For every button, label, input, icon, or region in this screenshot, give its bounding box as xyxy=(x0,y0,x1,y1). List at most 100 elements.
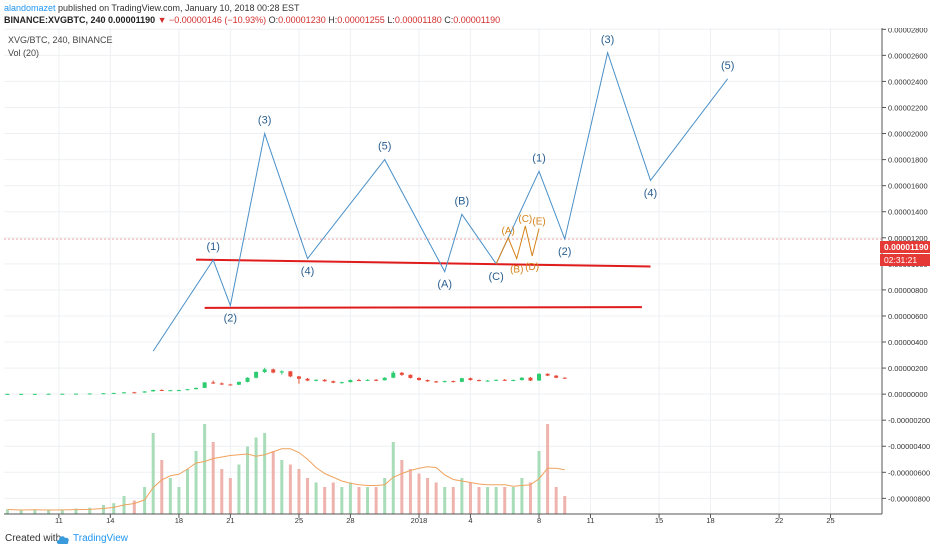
volume-bar xyxy=(314,482,318,514)
open-label: O: xyxy=(268,15,279,25)
candle-body xyxy=(46,393,51,395)
volume-bar xyxy=(5,509,9,514)
candle-body xyxy=(5,393,10,395)
candle-body xyxy=(142,391,147,393)
volume-bar xyxy=(460,478,464,514)
candle-body xyxy=(236,381,241,385)
wave-label: (5) xyxy=(378,141,391,153)
x-tick-label: 28 xyxy=(346,516,354,524)
candle-body xyxy=(485,380,490,382)
price-chart[interactable]: (1) (2) (3) (4) (5) (A) (B) (C) (1) (2) (3) (4) (5) (… xyxy=(4,25,932,525)
volume-bar xyxy=(357,487,361,514)
y-tick-label: 0.00002400 xyxy=(888,77,928,86)
countdown-tag-text: 02:31:21 xyxy=(884,255,917,265)
candles xyxy=(5,367,567,395)
close-label: C: xyxy=(444,15,454,25)
volume-bar xyxy=(160,460,164,514)
volume-bar xyxy=(203,424,207,514)
candle-body xyxy=(314,379,319,381)
candle-body xyxy=(451,381,456,383)
volume-bar xyxy=(426,478,430,514)
volume-bar xyxy=(297,469,301,514)
x-tick-label: 11 xyxy=(55,516,63,524)
x-tick-label: 2018 xyxy=(411,516,428,524)
wave-label: (D) xyxy=(525,262,539,273)
publish-line: alandomazet published on TradingView.com… xyxy=(4,3,300,13)
y-tick-label: 0.00002800 xyxy=(888,28,928,34)
wave-label: (A) xyxy=(437,279,452,291)
wave-label: (1) xyxy=(206,241,219,253)
volume-bar xyxy=(323,487,327,514)
candle-body xyxy=(554,375,559,378)
candle-body xyxy=(132,392,137,394)
y-tick-label: -0.00000200 xyxy=(888,416,930,425)
candle-body xyxy=(271,369,276,373)
candle-body xyxy=(219,383,224,385)
candle-body xyxy=(296,376,301,379)
y-tick-label: 0.00002200 xyxy=(888,103,928,112)
volume-bar xyxy=(88,507,92,514)
candle-body xyxy=(477,380,482,382)
candle-body xyxy=(356,380,361,382)
volume-bar xyxy=(112,503,116,514)
candle-body xyxy=(111,392,116,394)
candle-body xyxy=(348,380,353,383)
y-tick-label: 0.00000600 xyxy=(888,312,928,321)
volume-bar xyxy=(19,510,23,514)
y-tick-label: 0.00000000 xyxy=(888,390,928,399)
y-tick-label: 0.00000200 xyxy=(888,364,928,373)
volume-legend: Vol (20) xyxy=(8,48,39,58)
volume-bar xyxy=(503,487,507,514)
candle-body xyxy=(151,389,156,392)
candle-body xyxy=(288,371,293,377)
candle-body xyxy=(101,393,106,395)
volume-bar xyxy=(554,487,558,514)
volume-bar xyxy=(331,482,335,514)
wave-line xyxy=(152,50,729,352)
volume-bar xyxy=(177,487,181,514)
y-tick-label: 0.00001400 xyxy=(888,208,928,217)
candle-body xyxy=(262,369,267,372)
volume-bar xyxy=(451,487,455,514)
x-tick-label: 18 xyxy=(706,516,714,524)
candle-body xyxy=(399,372,404,375)
candle-body xyxy=(339,382,344,384)
price-axis[interactable]: 0.00002800 0.00002600 0.00002400 0.00002200… xyxy=(881,25,932,524)
volume-bar xyxy=(537,451,541,514)
volume-bar xyxy=(288,464,292,514)
candle-body xyxy=(442,381,447,383)
volume-bar xyxy=(434,482,438,514)
volume-bar xyxy=(383,478,387,514)
created-with-text: Created with xyxy=(5,533,62,544)
candle-body xyxy=(122,392,127,394)
pair-legend: XVG/BTC, 240, BINANCE xyxy=(8,35,113,45)
volume-bar xyxy=(280,460,284,514)
author-link[interactable]: alandomazet xyxy=(4,3,56,13)
chart-area[interactable]: (1) (2) (3) (4) (5) (A) (B) (C) (1) (2) (3) (4) (5) (… xyxy=(4,25,932,525)
volume-bar xyxy=(408,469,412,514)
candle-body xyxy=(425,380,430,382)
grid xyxy=(4,28,882,514)
candle-body xyxy=(74,393,79,395)
volume-bar xyxy=(33,509,37,514)
wave-lines xyxy=(152,50,729,352)
volume-bar xyxy=(520,478,524,514)
low-value: 0.00001180 xyxy=(394,15,442,25)
volume-bar xyxy=(237,464,241,514)
candle-body xyxy=(562,377,567,379)
volume-bar xyxy=(468,482,472,514)
volume-bar xyxy=(185,469,189,514)
open-value: 0.00001230 xyxy=(278,15,326,25)
high-label: H: xyxy=(328,15,338,25)
y-tick-label: 0.00001600 xyxy=(888,182,928,191)
tradingview-logo[interactable]: TradingView xyxy=(56,531,128,547)
candle-body xyxy=(305,378,310,381)
time-axis[interactable]: 11 14 18 21 25 28 2018 4 8 11 15 18 22 25 xyxy=(4,513,882,525)
volume-bar xyxy=(74,508,78,514)
candle-body xyxy=(511,380,516,382)
volume-bar xyxy=(168,478,172,514)
volume-bar xyxy=(528,482,532,514)
support-lines xyxy=(196,258,651,309)
cloud-icon xyxy=(56,536,69,544)
volume-bar xyxy=(486,487,490,514)
